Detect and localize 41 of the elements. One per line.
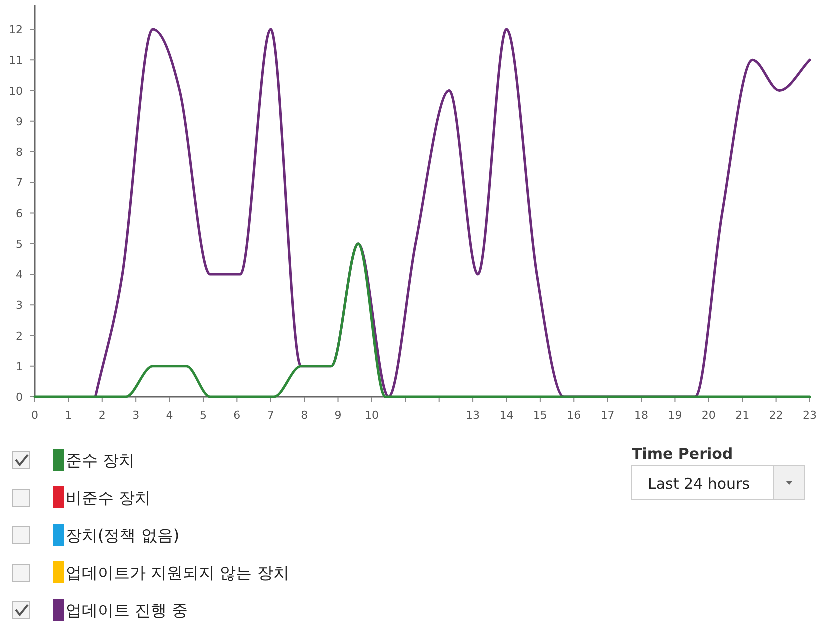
legend-label: 비준수 장치	[66, 488, 152, 508]
y-tick-label: 5	[16, 238, 23, 251]
x-tick-label: 22	[769, 409, 784, 422]
y-tick-label: 4	[16, 268, 23, 282]
x-tick-label: 20	[702, 409, 716, 422]
x-tick-label: 2	[98, 409, 106, 422]
x-tick-label: 8	[301, 409, 308, 422]
x-tick-label: 18	[634, 409, 649, 422]
legend-label: 업데이트가 지원되지 않는 장치	[66, 564, 290, 582]
y-tick-label: 2	[16, 330, 23, 343]
time-period: Time Period Last 24 hours	[632, 445, 806, 500]
x-tick-label: 4	[166, 409, 174, 422]
x-tick-label: 16	[567, 409, 582, 422]
x-tick-label: 6	[234, 409, 241, 422]
y-tick-label: 9	[16, 115, 23, 128]
y-tick-label: 10	[9, 84, 23, 98]
x-tick-label: 13	[466, 409, 480, 422]
y-tick-label: 11	[9, 54, 23, 68]
y-tick-label: 8	[16, 146, 23, 159]
x-tick-label: 3	[132, 409, 140, 422]
x-tick-label: 1	[65, 409, 72, 422]
y-tick-label: 0	[16, 391, 23, 404]
y-tick-label: 7	[16, 176, 23, 190]
x-tick-label: 14	[500, 409, 514, 422]
x-tick-label: 0	[32, 409, 38, 422]
x-tick-label: 7	[267, 409, 274, 422]
y-tick-label: 6	[16, 207, 23, 220]
y-tick-label: 3	[16, 299, 23, 312]
x-tick-label: 10	[364, 409, 379, 422]
x-tick-label: 5	[200, 409, 207, 422]
x-tick-label: 9	[334, 409, 342, 422]
y-tick-label: 1	[16, 360, 23, 374]
y-tick-label: 12	[9, 24, 23, 36]
x-tick-label: 21	[736, 409, 750, 422]
legend-label: 준수 장치	[66, 451, 136, 470]
legend-label: 장치(정책 없음)	[66, 526, 180, 545]
x-tick-label: 17	[600, 409, 615, 422]
legend-label: 업데이트 진행 중	[66, 601, 188, 620]
x-tick-label: 19	[668, 409, 682, 422]
x-tick-label: 15	[533, 409, 548, 422]
x-tick-label: 23	[803, 409, 817, 422]
